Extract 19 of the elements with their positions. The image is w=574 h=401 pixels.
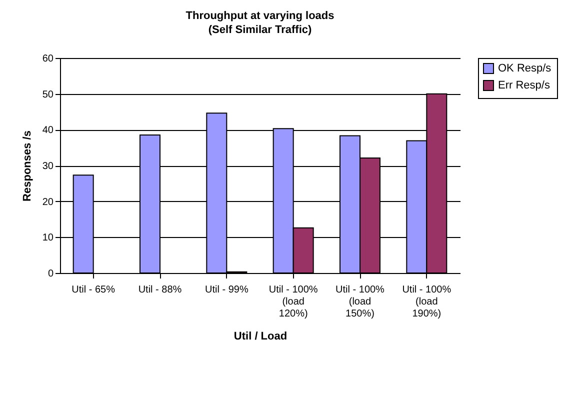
y-tick-label: 50	[42, 89, 54, 100]
legend-label: OK Resp/s	[498, 62, 552, 74]
y-tick-label: 30	[42, 161, 54, 172]
y-tick-label: 20	[42, 196, 54, 208]
x-tick-label: Util - 100% (load 150%)	[336, 284, 385, 320]
x-tick-label: Util - 65%	[72, 284, 116, 296]
x-tick-label: Util - 99%	[204, 284, 248, 296]
x-tick-label: Util - 100% (load 120%)	[268, 284, 318, 320]
x-tick-label: Util - 100% (load 190%)	[402, 284, 452, 320]
x-axis-title: Util / Load	[234, 330, 288, 342]
chart-subtitle: (Self Similar Traffic)	[208, 24, 312, 36]
y-tick-label: 10	[42, 232, 54, 244]
legend-label: Err Resp/s	[498, 80, 550, 92]
y-tick-label: 40	[42, 125, 54, 136]
x-tick-label: Util - 88%	[138, 284, 182, 296]
chart-title: Throughput at varying loads	[186, 10, 334, 22]
y-tick-label: 0	[48, 268, 54, 280]
y-axis-title: Responses /s	[21, 130, 34, 202]
y-tick-label: 60	[42, 54, 54, 64]
